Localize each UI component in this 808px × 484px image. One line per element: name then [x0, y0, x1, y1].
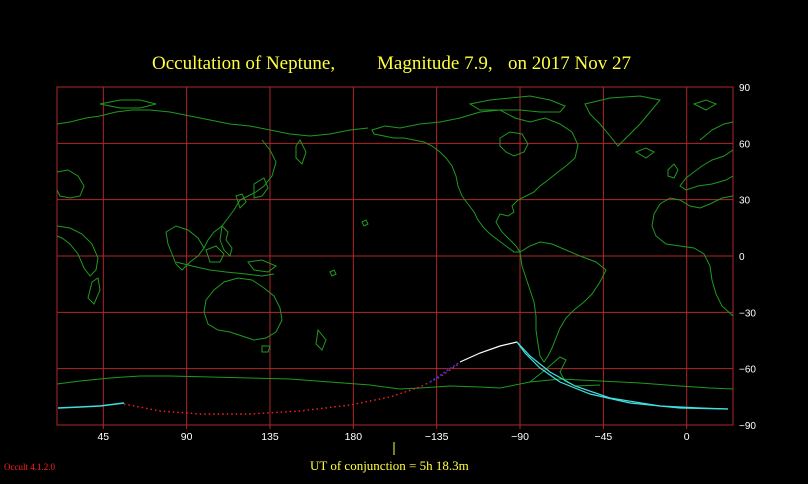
coastline-south-america [519, 241, 607, 363]
coastline-arabia [56, 169, 85, 199]
longitude-tick-label: 180 [345, 431, 363, 443]
latitude-tick-label: 60 [739, 139, 751, 150]
longitude-tick-label: −90 [511, 431, 529, 443]
coastline-europe-west [679, 149, 734, 191]
latitude-tick-label: 90 [739, 83, 751, 94]
coastlines [56, 95, 734, 390]
path-day-north-limit [516, 341, 729, 410]
coastline-antarctica [56, 375, 734, 390]
longitude-tick-label: −45 [594, 431, 612, 443]
longitude-tick-label: 0 [684, 431, 690, 443]
coastline-asia-north [56, 109, 369, 137]
coastline-kamchatka [295, 139, 307, 165]
coastline-iceland [634, 147, 655, 159]
coastline-uk [667, 163, 679, 179]
coastline-north-america [371, 109, 579, 253]
latitude-tick-labels: 90 60 30 0 −30 −60 −90 [739, 83, 756, 432]
coastline-japan [253, 177, 269, 199]
coastline-arctic-islands [468, 95, 566, 113]
coastline-korea [235, 193, 247, 209]
latitude-tick-label: −30 [739, 308, 756, 319]
path-day-center [459, 341, 518, 363]
coastline-australia [203, 277, 283, 341]
coastline-new-guinea [247, 259, 277, 273]
path-west-segment [57, 402, 125, 409]
coastline-hawaii [361, 219, 369, 227]
coastline-svalbard [692, 99, 718, 111]
latitude-tick-label: 30 [739, 196, 751, 207]
coastline-new-zealand [315, 328, 327, 351]
coastline-greenland [584, 95, 661, 147]
graticule-grid [56, 86, 734, 429]
latitude-tick-label: −90 [739, 421, 756, 432]
longitude-tick-label: 90 [181, 431, 193, 443]
latitude-tick-label: −60 [739, 365, 756, 376]
longitude-tick-label: 135 [261, 431, 279, 443]
coastline-africa-west [651, 195, 734, 317]
coastline-madagascar [87, 277, 101, 305]
coastline-borneo [205, 245, 225, 263]
conjunction-label: UT of conjunction = 5h 18.3m [310, 458, 469, 473]
title-date: on 2017 Nov 27 [508, 53, 631, 74]
coastline-southeast-asia [165, 225, 205, 271]
coastline-hudson-bay [499, 131, 529, 157]
version-label: Occult 4.1.2.0 [4, 462, 55, 472]
coastline-taiwan-philippines [219, 224, 233, 257]
latitude-tick-label: 0 [739, 252, 745, 263]
coastline-pacific-islands [329, 269, 337, 277]
longitude-tick-labels: 45 90 135 180 −135 −90 −45 0 [97, 431, 689, 443]
title-magnitude: Magnitude 7.9, [377, 53, 493, 74]
path-day-south-limit [516, 341, 729, 410]
coastline-tasmania [261, 345, 271, 353]
coastline-india [56, 225, 99, 277]
coastline-scandinavia [699, 121, 734, 141]
title-object: Occultation of Neptune, [152, 53, 335, 74]
coastline-russia-arctic-isles [99, 99, 157, 109]
longitude-tick-label: 45 [97, 431, 109, 443]
coastline-indonesia [175, 261, 275, 277]
occultation-path [57, 341, 729, 415]
longitude-tick-label: −135 [425, 431, 449, 443]
